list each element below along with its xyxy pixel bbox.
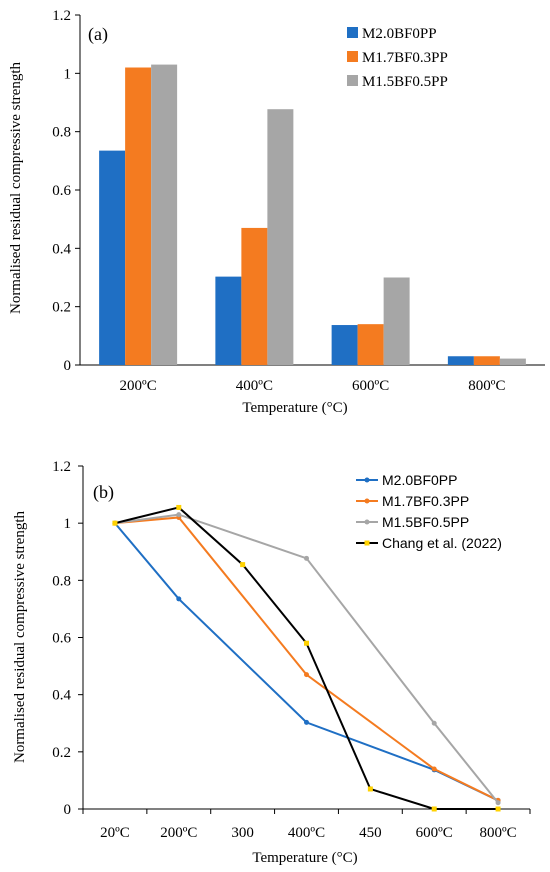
panel-b-point xyxy=(240,562,246,568)
panel-a-legend-swatch xyxy=(347,27,358,38)
panel-a-bar xyxy=(473,356,500,365)
panel-a-bar xyxy=(499,358,526,365)
panel-a-label: (a) xyxy=(88,24,108,45)
panel-b-series-line xyxy=(114,506,499,810)
panel-b-y-tick-label: 0.4 xyxy=(52,688,71,704)
panel-a-legend-label: M1.5BF0.5PP xyxy=(362,74,448,90)
panel-a-bar xyxy=(267,109,294,365)
panel-b-point xyxy=(304,640,309,646)
panel-b-y-tick-label: 0.6 xyxy=(52,631,71,647)
panel-b-lines xyxy=(112,504,501,812)
panel-b-x-tick-label: 400ºC xyxy=(288,825,325,841)
panel-b-legend-marker xyxy=(364,540,370,546)
panel-b-series-line xyxy=(114,522,499,802)
panel-a-bar xyxy=(383,277,410,365)
panel-b-point xyxy=(431,806,437,812)
panel-b-x-tick-label: 20ºC xyxy=(100,825,130,841)
panel-b-x-tick-label: 450 xyxy=(359,825,382,841)
bar-chart-panel-a: (a) Temperature (°C) Normalised residual… xyxy=(8,8,545,416)
panel-a-bar xyxy=(125,67,152,365)
panel-b-legend-marker xyxy=(364,477,370,483)
panel-b-legend: M2.0BF0PP M1.7BF0.3PP M1.5BF0.5PP Chang et … xyxy=(356,472,502,551)
panel-a-bar xyxy=(241,227,268,365)
panel-b-legend-label: M1.7BF0.3PP xyxy=(382,493,469,509)
panel-a-y-tick-label: 0.2 xyxy=(52,300,71,316)
panel-a-axes: 0 0.2 0.4 0.6 0.8 1 1.2 200ºC 400ºC 600ºC 800ºC xyxy=(52,8,545,394)
panel-a-x-tick-label: 600ºC xyxy=(352,378,389,394)
panel-a-bar xyxy=(99,150,126,365)
panel-b-point xyxy=(112,520,118,526)
panel-a-y-tick-label: 1.2 xyxy=(52,8,71,24)
panel-a-legend-label: M2.0BF0PP xyxy=(362,26,437,42)
panel-b-point xyxy=(176,596,182,602)
panel-a-bar xyxy=(151,64,178,365)
panel-a-x-axis-label: Temperature (°C) xyxy=(242,400,347,416)
panel-a-x-tick-label: 400ºC xyxy=(236,378,273,394)
panel-a-bar xyxy=(331,325,358,365)
panel-b-y-tick-label: 0 xyxy=(64,802,72,818)
panel-b-point xyxy=(304,555,309,561)
panel-b-point xyxy=(304,672,309,678)
panel-b-x-tick-label: 300 xyxy=(231,825,254,841)
panel-a-legend-swatch xyxy=(347,75,358,86)
panel-a-bar xyxy=(357,324,384,365)
panel-b-axes: 0 0.2 0.4 0.6 0.8 1 1.2 20ºC 200ºC 300 400ºC 450 600… xyxy=(52,459,531,841)
panel-b-point xyxy=(431,766,437,772)
panel-b-point xyxy=(495,800,501,806)
panel-a-y-axis-label: Normalised residual compressive strength xyxy=(8,61,24,314)
panel-b-point xyxy=(431,720,437,726)
panel-b-legend-label: Chang et al. (2022) xyxy=(382,535,502,551)
panel-b-point xyxy=(495,806,501,812)
panel-b-y-tick-label: 1 xyxy=(64,516,72,532)
panel-b-point xyxy=(176,512,182,518)
panel-a-x-tick-label: 800ºC xyxy=(468,378,505,394)
panel-a-legend-label: M1.7BF0.3PP xyxy=(362,50,448,66)
panel-a-bar xyxy=(215,276,242,365)
panel-b-legend-label: M2.0BF0PP xyxy=(382,472,457,488)
panel-a-y-tick-label: 1 xyxy=(64,66,72,82)
panel-a-y-tick-label: 0.8 xyxy=(52,125,71,141)
panel-b-point xyxy=(176,504,182,510)
panel-a-y-tick-label: 0.4 xyxy=(52,241,71,257)
panel-b-legend-label: M1.5BF0.5PP xyxy=(382,514,469,530)
panel-b-x-axis-label: Temperature (°C) xyxy=(252,850,357,866)
panel-b-y-axis-label: Normalised residual compressive strength xyxy=(12,510,28,763)
panel-b-point xyxy=(367,786,373,792)
panel-a-legend: M2.0BF0PP M1.7BF0.3PP M1.5BF0.5PP xyxy=(347,26,448,90)
panel-a-x-tick-label: 200ºC xyxy=(120,378,157,394)
panel-b-y-tick-label: 0.2 xyxy=(52,745,71,761)
panel-b-x-tick-label: 600ºC xyxy=(416,825,453,841)
panel-b-legend-marker xyxy=(364,498,370,504)
panel-b-y-tick-label: 1.2 xyxy=(52,459,71,475)
panel-b-point xyxy=(304,719,309,725)
panel-b-x-tick-label: 200ºC xyxy=(160,825,197,841)
line-chart-panel-b: (b) Temperature (°C) Normalised residual… xyxy=(12,459,531,866)
panel-b-label: (b) xyxy=(93,482,114,503)
panel-a-bar xyxy=(447,356,474,365)
panel-a-bars xyxy=(99,64,526,365)
panel-b-y-tick-label: 0.8 xyxy=(52,573,71,589)
panel-a-y-tick-label: 0.6 xyxy=(52,183,71,199)
panel-a-y-tick-label: 0 xyxy=(64,358,72,374)
panel-b-legend-marker xyxy=(364,519,370,525)
panel-a-legend-swatch xyxy=(347,51,358,62)
panel-b-x-tick-label: 800ºC xyxy=(479,825,516,841)
